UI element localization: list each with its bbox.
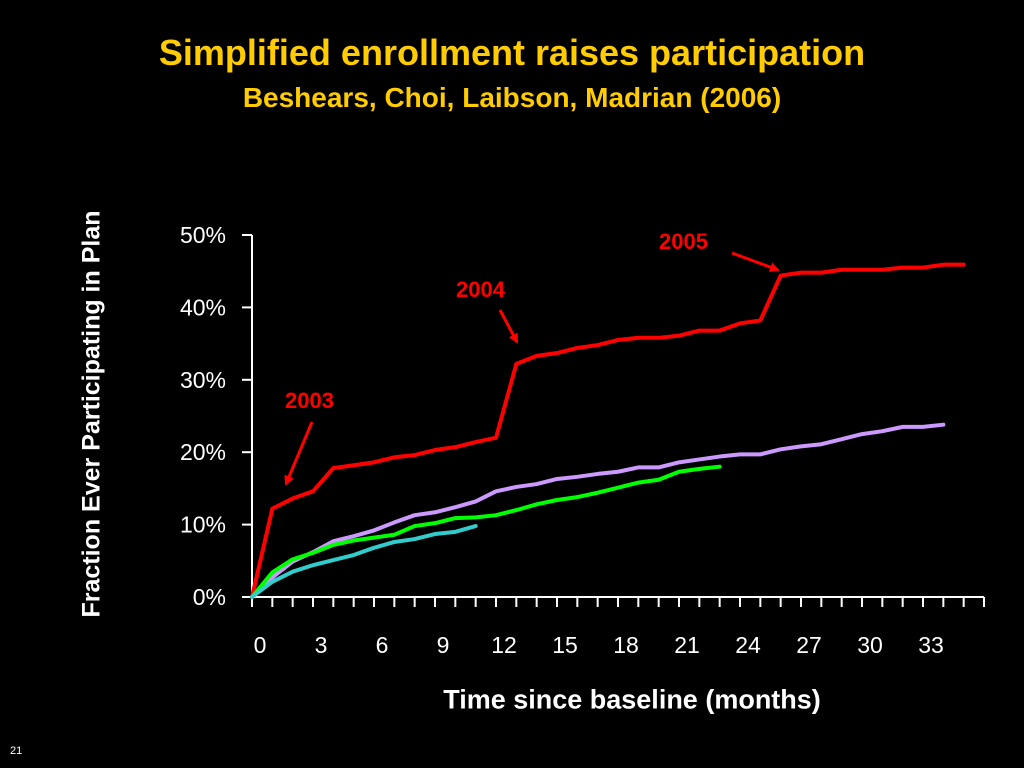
x-tick-label: 9 <box>437 632 450 658</box>
y-tick-label: 40% <box>180 294 226 320</box>
annotation-arrow-2004 <box>498 309 519 344</box>
series-line-3 <box>250 524 478 599</box>
y-tick-label: 30% <box>180 367 226 393</box>
x-tick-label: 24 <box>735 632 761 658</box>
x-tick-label: 6 <box>376 632 389 658</box>
x-axis-label: Time since baseline (months) <box>443 684 821 715</box>
x-tick-label: 27 <box>796 632 822 658</box>
annotation-label-2004: 2004 <box>456 277 506 302</box>
series-line-2 <box>250 464 722 599</box>
slide-subtitle: Beshears, Choi, Laibson, Madrian (2006) <box>242 82 782 113</box>
annotation-label-2005: 2005 <box>659 229 708 254</box>
annotation-arrow-2005 <box>731 251 780 272</box>
x-tick-label: 21 <box>674 632 700 658</box>
chart-annotation-layer: 2003 2004 2005 <box>284 229 780 486</box>
x-tick-label: 3 <box>315 632 328 658</box>
series-line-1 <box>250 422 946 599</box>
x-tick-label: 15 <box>552 632 578 658</box>
chart-axes: 0% 10% 20% 30% 40% 50% 0 3 6 9 12 15 18 21 24 27 30 33 <box>180 222 985 658</box>
x-tick-label: 12 <box>491 632 517 658</box>
x-tick-label: 18 <box>613 632 639 658</box>
chart-series-layer <box>250 262 966 599</box>
slide-title: Simplified enrollment raises participati… <box>158 32 866 73</box>
x-tick-label: 33 <box>918 632 944 658</box>
y-tick-label: 0% <box>193 584 226 610</box>
y-tick-label: 50% <box>180 222 226 248</box>
slide-number: 21 <box>10 745 23 757</box>
y-tick-label: 10% <box>180 512 226 538</box>
x-tick-label: 30 <box>857 632 883 658</box>
annotation-arrow-2003 <box>284 421 314 486</box>
y-tick-label: 20% <box>180 439 226 465</box>
series-line-0 <box>250 262 966 599</box>
x-tick-label: 0 <box>254 632 267 658</box>
annotation-label-2003: 2003 <box>285 388 334 413</box>
